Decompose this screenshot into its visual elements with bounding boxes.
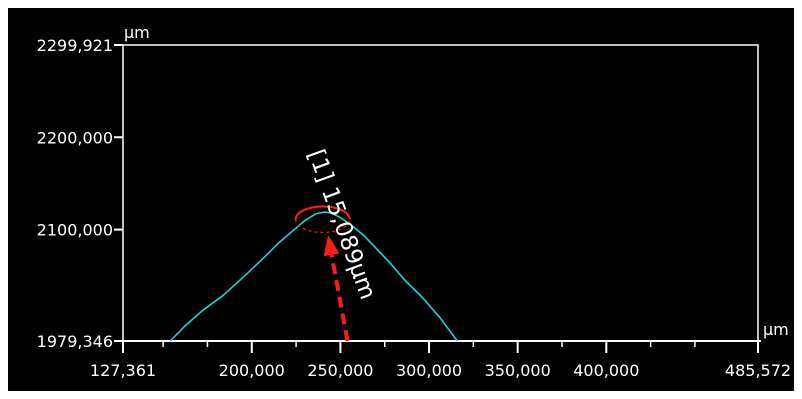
chart-canvas: 1979,346 2100,000 2200,000 2299,921 127,361 2… bbox=[8, 8, 794, 391]
x-tick-label: 300,000 bbox=[396, 361, 462, 380]
measurement-marker-dashed-arc bbox=[295, 219, 351, 234]
y-unit-label: µm bbox=[124, 23, 150, 42]
y-tick-label: 1979,346 bbox=[37, 332, 113, 351]
measurement-arrow-shaft bbox=[329, 254, 350, 342]
measurement-label: [1] 15,089µm bbox=[302, 146, 380, 303]
x-tick-label: 127,361 bbox=[90, 361, 156, 380]
x-unit-label: µm bbox=[763, 320, 789, 339]
x-tick-label: 200,000 bbox=[219, 361, 285, 380]
line-chart: 1979,346 2100,000 2200,000 2299,921 127,361 2… bbox=[37, 23, 791, 380]
y-tick-label: 2299,921 bbox=[37, 36, 113, 55]
measurement-arrow-head bbox=[323, 235, 340, 257]
x-tick-label: 485,572 bbox=[725, 361, 791, 380]
y-tick-label: 2200,000 bbox=[37, 128, 113, 147]
x-tick-label: 400,000 bbox=[573, 361, 639, 380]
measurement-marker-arc bbox=[294, 205, 351, 220]
x-tick-label: 350,000 bbox=[485, 361, 551, 380]
y-tick-label: 2100,000 bbox=[37, 221, 113, 240]
x-tick-label: 250,000 bbox=[307, 361, 373, 380]
profile-line bbox=[169, 211, 459, 342]
plot-frame bbox=[122, 44, 759, 341]
